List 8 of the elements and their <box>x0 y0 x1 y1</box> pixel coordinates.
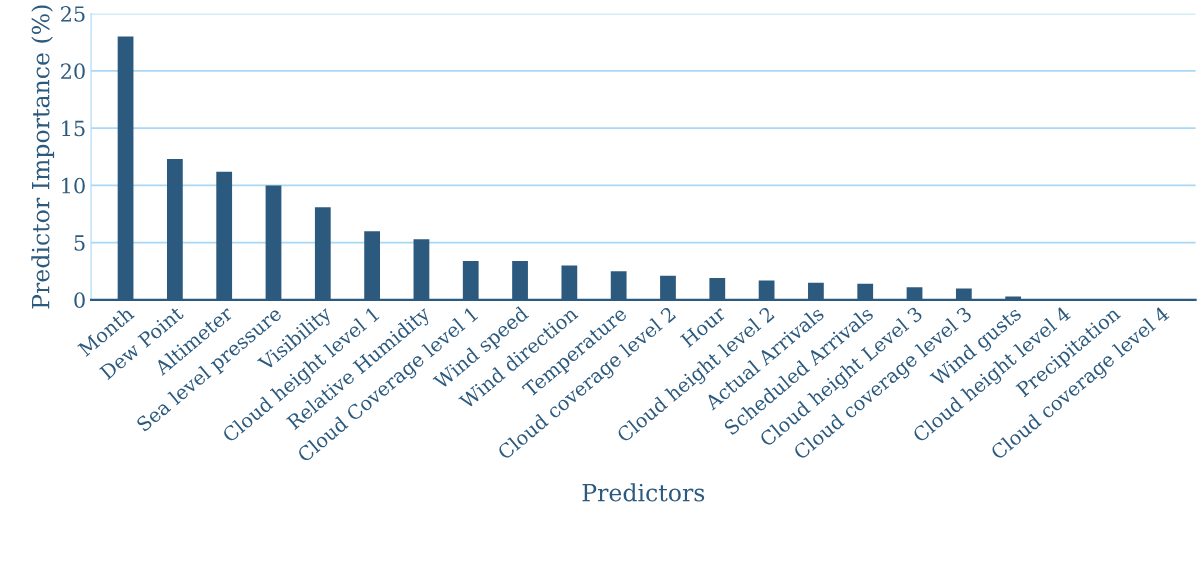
y-tick-label: 5 <box>74 235 85 251</box>
y-tick-label: 25 <box>61 6 85 22</box>
y-tick-label: 20 <box>61 63 85 80</box>
y-axis-title: Predictor Importance (%) <box>31 5 55 309</box>
y-tick-label: 15 <box>62 120 85 137</box>
y-tick-label: 0 <box>74 292 85 309</box>
y-tick-label: 10 <box>62 177 85 194</box>
x-axis-title: Predictors <box>582 483 705 502</box>
